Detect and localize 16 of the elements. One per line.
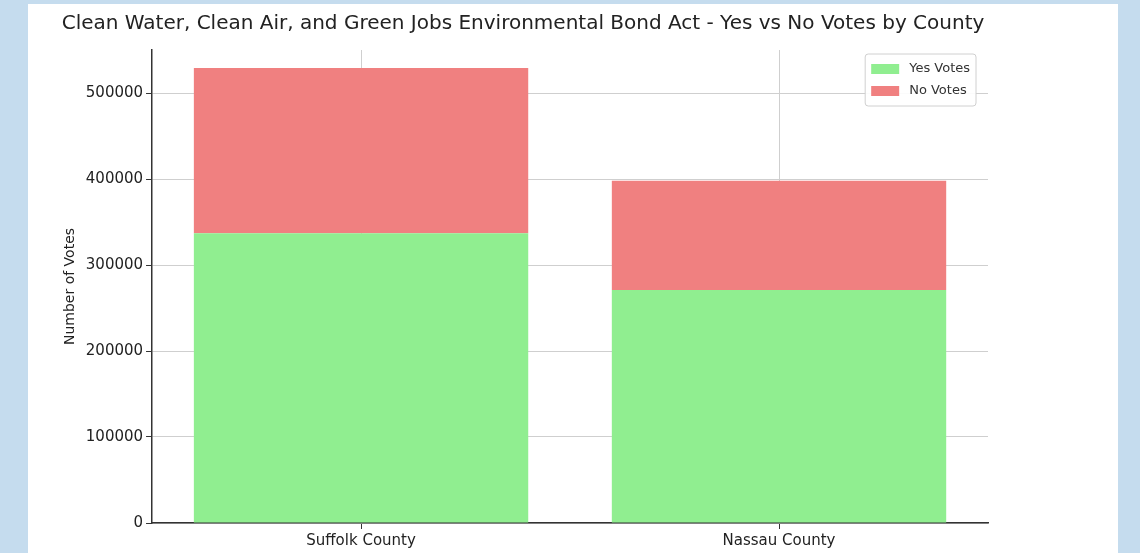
chart-title: Clean Water, Clean Air, and Green Jobs Environmental Bond Act - Yes vs No Votes by County bbox=[61, 10, 985, 35]
y-axis-title: Number of Votes bbox=[61, 227, 78, 346]
y-tick-label: 0 bbox=[133, 512, 144, 531]
x-tick-label: Suffolk County bbox=[306, 530, 416, 549]
x-tick-label: Nassau County bbox=[722, 530, 836, 549]
y-tick-label: 200000 bbox=[85, 340, 144, 359]
bar bbox=[611, 180, 947, 290]
bar bbox=[193, 68, 529, 234]
y-tick-label: 400000 bbox=[85, 168, 144, 187]
legend-label: No Votes bbox=[909, 82, 967, 98]
bar bbox=[611, 289, 947, 523]
y-tick-label: 100000 bbox=[85, 426, 144, 445]
y-tick-label: 500000 bbox=[85, 82, 144, 101]
y-tick-label: 300000 bbox=[85, 254, 144, 273]
legend-label: Yes Votes bbox=[908, 60, 971, 76]
bar bbox=[193, 233, 529, 523]
